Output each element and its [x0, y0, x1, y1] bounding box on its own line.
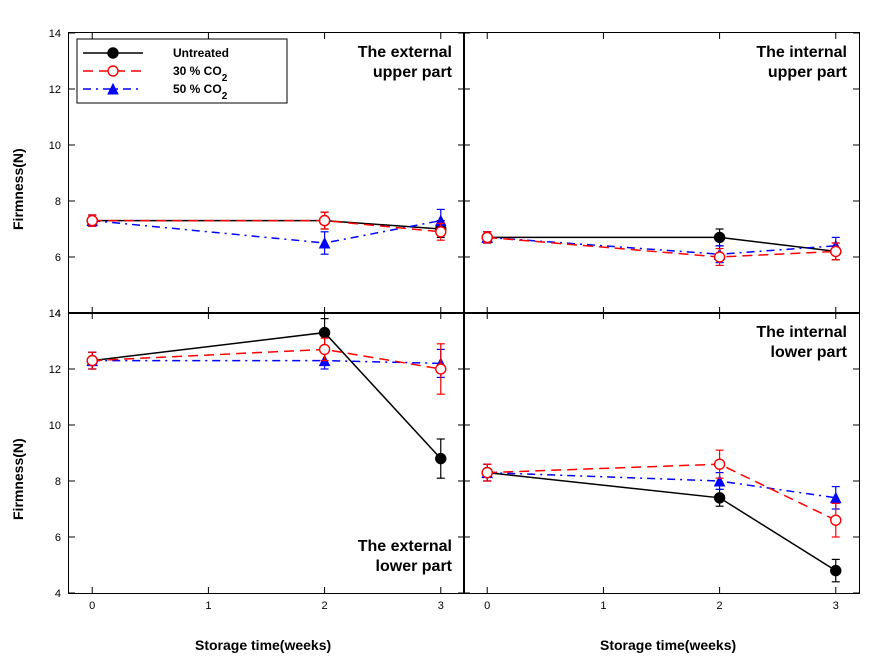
panel-title: The externalupper part	[358, 44, 453, 81]
series-line-untreated	[92, 221, 441, 229]
ytick-label: 14	[49, 28, 61, 40]
ytick-label: 8	[55, 196, 61, 208]
chart-panel-0: 468101214The externalupper partUntreated…	[68, 32, 465, 314]
chart-svg-2: 4681012140123The externallower part	[69, 313, 464, 593]
panel-title: The externallower part	[358, 538, 453, 575]
xtick-label: 2	[322, 600, 328, 612]
series-line-co2_30	[92, 349, 441, 369]
xtick-label: 1	[205, 600, 211, 612]
ylabel-bottom: Firmness(N)	[10, 438, 26, 520]
series-line-co2_50	[92, 361, 441, 364]
chart-panel-3: 0123The internallower part	[463, 312, 860, 594]
panel-title: The internalupper part	[756, 44, 847, 81]
series-line-untreated	[487, 473, 836, 571]
ylabel-top: Firmness(N)	[10, 148, 26, 230]
ytick-label: 6	[55, 532, 61, 544]
chart-svg-1: The internalupper part	[464, 33, 859, 313]
xlabel-left: Storage time(weeks)	[195, 637, 331, 653]
ytick-label: 10	[49, 140, 61, 152]
panel-title: The internallower part	[756, 324, 847, 361]
xlabel-right: Storage time(weeks)	[600, 637, 736, 653]
xtick-label: 0	[484, 600, 490, 612]
xtick-label: 3	[438, 600, 444, 612]
ytick-label: 14	[49, 308, 61, 320]
ytick-label: 4	[55, 588, 61, 600]
ytick-label: 10	[49, 420, 61, 432]
series-line-co2_50	[487, 473, 836, 498]
figure-root: Firmness(N) Firmness(N) Storage time(wee…	[0, 0, 885, 661]
chart-panel-1: The internalupper part	[463, 32, 860, 314]
ytick-label: 12	[49, 84, 61, 96]
series-line-co2_30	[487, 237, 836, 257]
xtick-label: 0	[89, 600, 95, 612]
xtick-label: 3	[833, 600, 839, 612]
series-line-untreated	[92, 333, 441, 459]
xtick-label: 1	[600, 600, 606, 612]
series-line-co2_50	[92, 221, 441, 243]
chart-svg-0: 468101214The externalupper partUntreated…	[69, 33, 464, 313]
chart-svg-3: 0123The internallower part	[464, 313, 859, 593]
ytick-label: 6	[55, 252, 61, 264]
series-line-co2_30	[92, 221, 441, 232]
legend-label-untreated: Untreated	[173, 46, 229, 60]
xtick-label: 2	[717, 600, 723, 612]
ytick-label: 8	[55, 476, 61, 488]
chart-panel-2: 4681012140123The externallower part	[68, 312, 465, 594]
ytick-label: 12	[49, 364, 61, 376]
